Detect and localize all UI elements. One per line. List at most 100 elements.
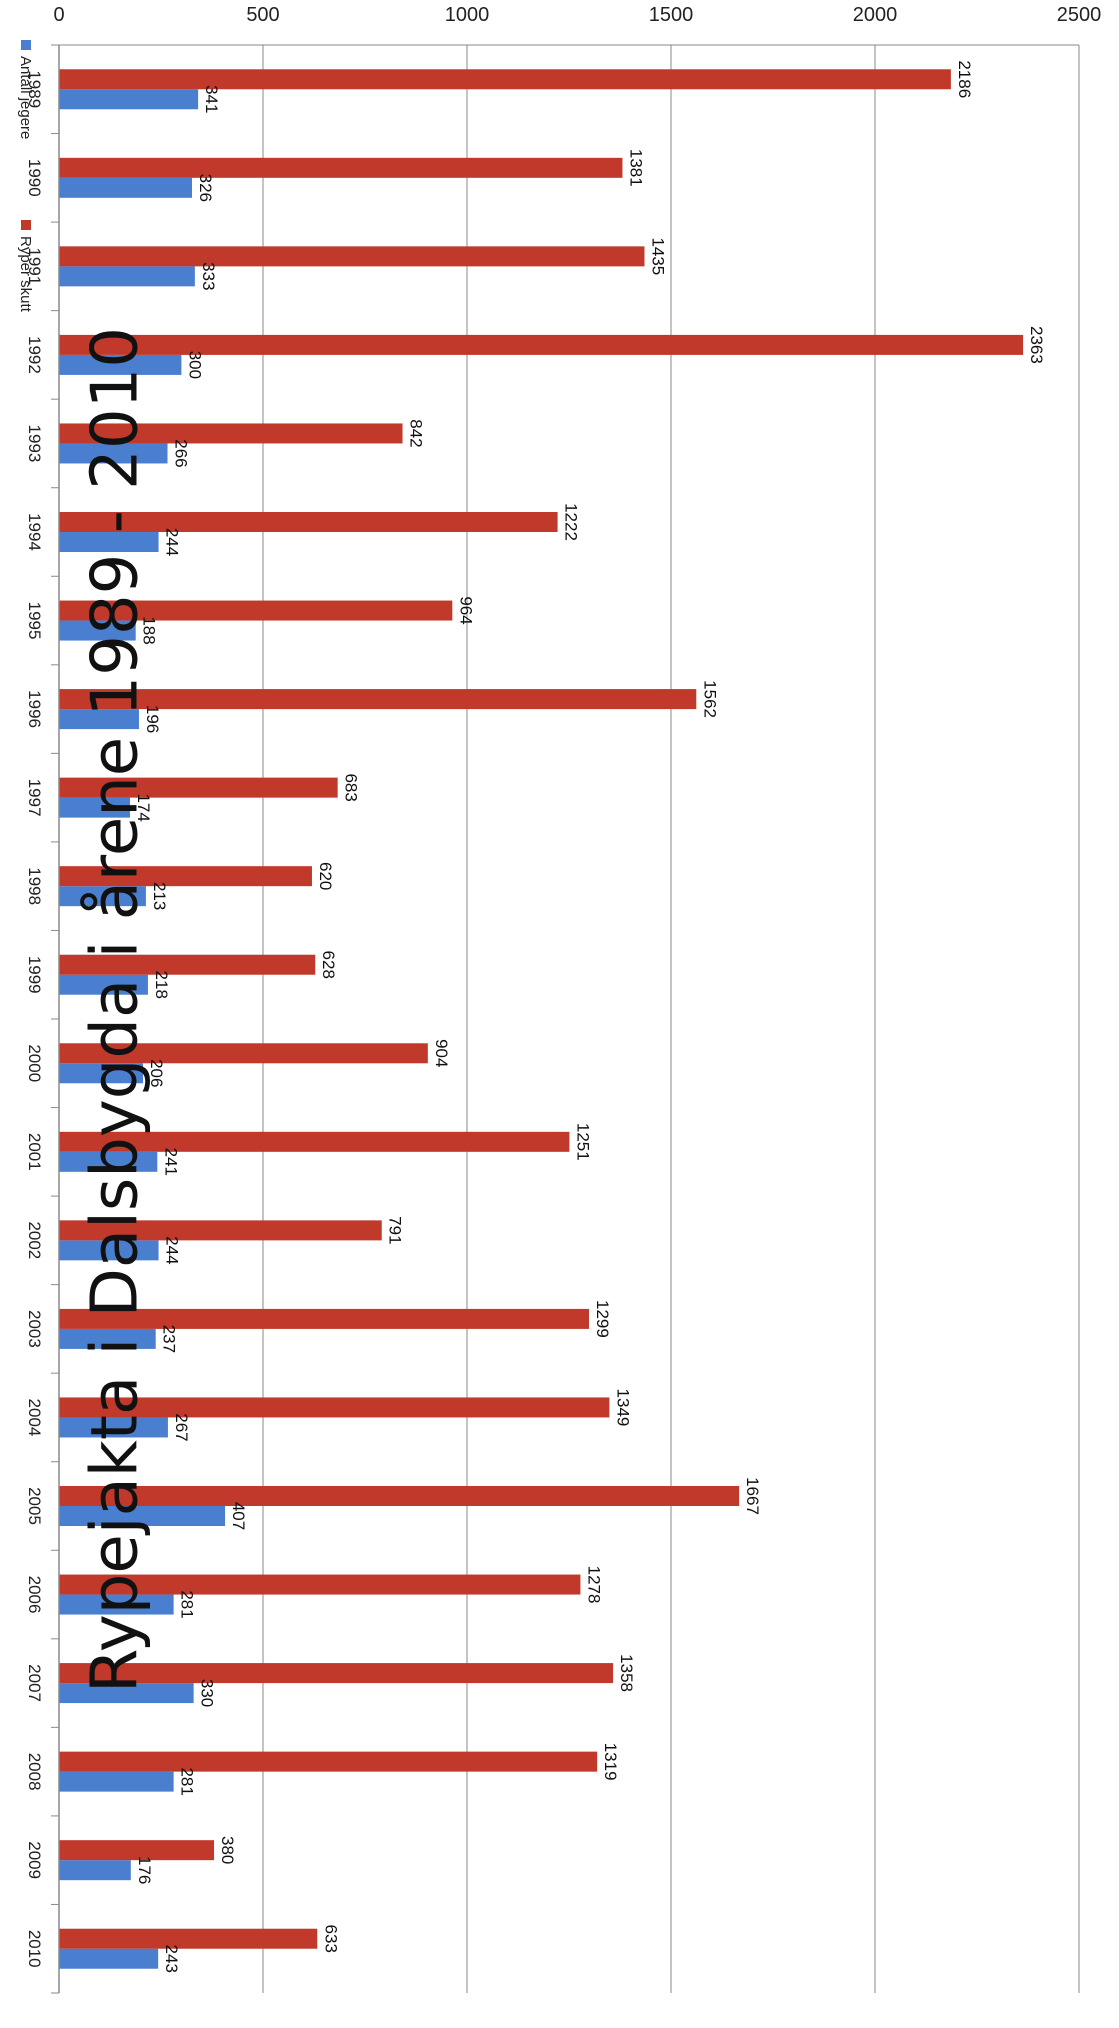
data-label: 380 [218, 1836, 237, 1864]
data-label: 1349 [613, 1389, 632, 1427]
bar-antall-jegere [59, 532, 159, 552]
bar-antall-jegere [59, 797, 130, 818]
x-tick-label: 2005 [25, 1487, 44, 1525]
data-label: 2186 [955, 60, 974, 98]
x-tick-label: 2001 [25, 1133, 44, 1171]
data-labels: 341 2186 326 1381 333 1435 300 2363 266 842 244 122… [134, 60, 1046, 1973]
data-label: 620 [316, 862, 335, 890]
data-label: 1278 [584, 1566, 603, 1604]
data-label: 281 [178, 1590, 197, 1618]
x-tick-label: 2010 [25, 1930, 44, 1968]
data-label: 174 [134, 793, 153, 821]
data-label: 407 [229, 1502, 248, 1530]
data-label: 1251 [573, 1123, 592, 1161]
y-tick-label: 1500 [649, 4, 694, 26]
axes: 0 500 1000 1500 2000 2500 1989 1990 1991 1992 1993… [25, 4, 1101, 1994]
bar-ryper-skutt [59, 423, 403, 444]
legend-label: Ryper skutt [17, 236, 34, 313]
x-tick-label: 2006 [25, 1576, 44, 1614]
y-tick-label: 500 [246, 4, 279, 26]
x-tick-label: 1995 [25, 602, 44, 640]
data-label: 1562 [700, 680, 719, 718]
x-tick-label: 1999 [25, 956, 44, 994]
data-label: 633 [321, 1925, 340, 1953]
bar-antall-jegere [58, 1063, 144, 1084]
data-label: 1435 [648, 237, 667, 275]
bar-antall-jegere [58, 620, 136, 641]
bar-ryper-skutt [59, 954, 316, 975]
bar-ryper-skutt [59, 246, 645, 267]
data-label: 330 [198, 1679, 217, 1707]
bar-ryper-skutt [58, 1663, 614, 1684]
x-tick-label: 1994 [25, 513, 44, 551]
data-label: 243 [162, 1945, 181, 1973]
y-tick-label: 2000 [853, 4, 898, 26]
data-label: 683 [342, 773, 361, 801]
data-label: 333 [199, 262, 218, 290]
bar-antall-jegere [58, 1860, 131, 1881]
bars [58, 69, 1024, 1969]
x-tick-label: 1997 [25, 779, 44, 817]
data-label: 341 [202, 85, 221, 113]
bar-antall-jegere [58, 1948, 159, 1969]
bar-antall-jegere [58, 89, 199, 110]
bar-antall-jegere [59, 266, 195, 287]
data-label: 791 [386, 1216, 405, 1244]
x-tick-label: 2000 [25, 1044, 44, 1082]
data-label: 281 [178, 1767, 197, 1795]
data-label: 206 [147, 1059, 166, 1087]
bar-ryper-skutt [59, 512, 558, 532]
x-tick-label: 1989 [25, 70, 44, 108]
x-tick-label: 2004 [25, 1399, 44, 1437]
data-label: 842 [407, 419, 426, 447]
data-label: 1319 [601, 1743, 620, 1781]
data-label: 1358 [617, 1654, 636, 1692]
bar-antall-jegere [58, 974, 148, 995]
x-tick-label: 2009 [25, 1841, 44, 1879]
bar-antall-jegere [59, 443, 168, 464]
y-tick-label: 0 [53, 4, 64, 26]
data-label: 266 [172, 439, 191, 467]
data-label: 1222 [562, 503, 581, 541]
x-tick-label: 1992 [25, 336, 44, 374]
bar-antall-jegere [59, 1151, 158, 1172]
bar-ryper-skutt [58, 1840, 215, 1861]
data-label: 904 [432, 1039, 451, 1067]
data-label: 300 [185, 351, 204, 379]
x-tick-label: 1996 [25, 690, 44, 728]
bar-ryper-skutt [59, 69, 951, 90]
data-label: 1381 [626, 149, 645, 187]
bar-ryper-skutt [59, 157, 623, 178]
data-label: 2363 [1027, 326, 1046, 364]
y-tick-label: 1000 [445, 4, 490, 26]
legend: Antall jegere Ryper skutt [17, 40, 34, 313]
legend-swatch-antall-jegere [21, 40, 31, 50]
data-label: 244 [163, 1236, 182, 1264]
data-label: 326 [196, 174, 215, 202]
bar-ryper-skutt [59, 1574, 581, 1595]
bar-antall-jegere [58, 1328, 156, 1349]
bar-antall-jegere [59, 1594, 174, 1615]
bar-ryper-skutt [58, 1928, 318, 1949]
bar-ryper-skutt [59, 600, 453, 621]
bar-ryper-skutt [59, 1308, 589, 1329]
data-label: 196 [143, 705, 162, 733]
bar-ryper-skutt [59, 866, 312, 887]
bar-antall-jegere [58, 1417, 168, 1438]
bar-ryper-skutt [58, 334, 1024, 355]
x-tick-label: 2003 [25, 1310, 44, 1348]
x-tick-label: 1993 [25, 425, 44, 463]
bar-ryper-skutt [59, 777, 338, 798]
data-label: 1299 [593, 1300, 612, 1338]
bar-antall-jegere [59, 1506, 226, 1526]
data-label: 237 [160, 1325, 179, 1353]
bar-ryper-skutt [59, 1220, 382, 1241]
x-tick-label: 1998 [25, 867, 44, 905]
bar-antall-jegere [59, 1683, 194, 1704]
x-tick-label: 1991 [25, 247, 44, 285]
bar-ryper-skutt [59, 1486, 740, 1506]
bar-antall-jegere [59, 1240, 159, 1261]
bar-ryper-skutt [58, 1043, 428, 1064]
